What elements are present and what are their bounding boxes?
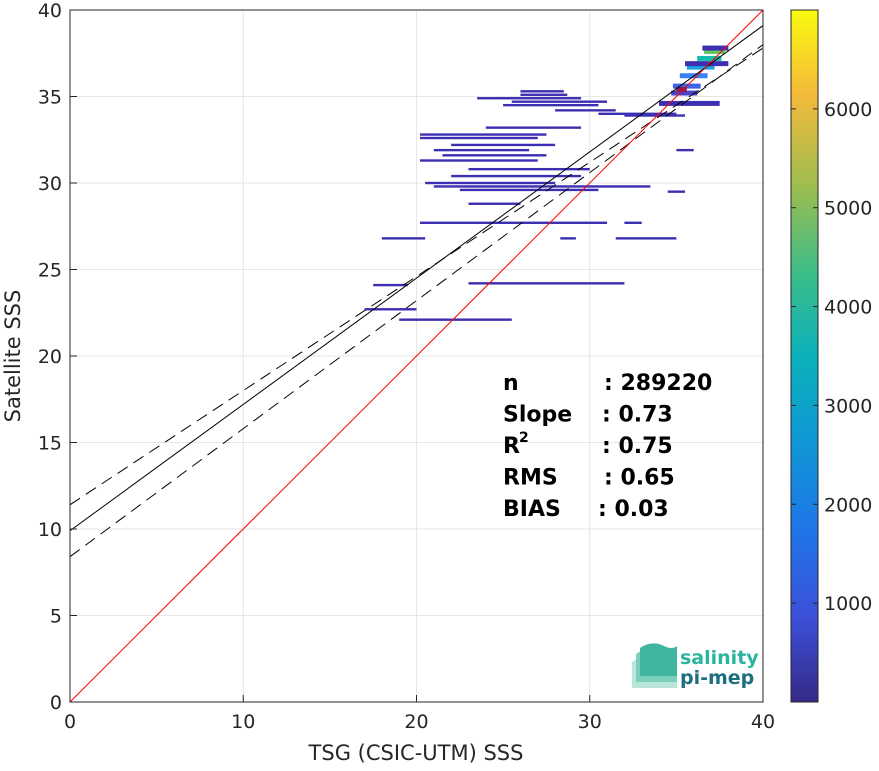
stat-label-superscript: 2 — [519, 430, 529, 446]
y-axis-ticks: 0 5 10 15 20 25 30 35 40 — [38, 0, 77, 714]
fit-lower-bound-line — [70, 44, 763, 558]
density-segment — [364, 308, 417, 311]
y-axis-label: Satellite SSS — [1, 290, 25, 423]
density-segment — [468, 202, 521, 205]
density-segment — [419, 136, 538, 140]
stat-label: R — [503, 434, 520, 459]
colorbar-ticks: 1000 2000 3000 4000 5000 6000 — [791, 99, 872, 615]
stat-value: : 0.75 — [602, 434, 673, 459]
density-segment — [468, 167, 590, 171]
density-segment — [520, 93, 568, 96]
stats-box: n : 289220 Slope : 0.73 R 2 : 0.75 RMS : 0.65 BIA… — [503, 371, 712, 522]
density-segment — [399, 318, 512, 321]
density-segment — [485, 126, 582, 129]
colorbar-tick-label: 5000 — [824, 198, 872, 220]
colorbar-tick-label: 1000 — [824, 593, 872, 615]
density-core-cell — [686, 64, 715, 70]
stat-label: Slope — [503, 403, 572, 428]
density-core-cell — [704, 49, 725, 55]
density-segment — [598, 112, 677, 115]
stat-label: RMS — [503, 466, 558, 491]
logo-line2: pi-mep — [680, 667, 754, 689]
colorbar-tick-label: 4000 — [824, 297, 872, 319]
stat-label: BIAS — [503, 497, 561, 522]
density-segment — [503, 103, 599, 107]
density-segment — [381, 237, 426, 240]
colorbar-tick-label: 3000 — [824, 395, 872, 417]
density-core-cell — [671, 90, 698, 96]
density-segment — [425, 181, 556, 185]
density-segment — [459, 188, 599, 192]
stat-value: : 0.65 — [604, 466, 675, 491]
x-tick-label: 30 — [578, 711, 602, 733]
density-core-cell — [685, 61, 729, 67]
density-segment — [560, 237, 576, 240]
y-tick-label: 15 — [38, 433, 62, 455]
density-segment — [419, 133, 547, 136]
density-cells — [364, 45, 729, 321]
density-segment — [615, 237, 677, 240]
colorbar-tick-label: 6000 — [824, 99, 872, 121]
y-tick-label: 25 — [38, 260, 62, 282]
fit-line — [70, 25, 763, 532]
x-tick-label: 10 — [231, 711, 255, 733]
y-tick-label: 20 — [38, 346, 62, 368]
density-core-cell — [676, 87, 687, 93]
density-segment — [433, 148, 530, 152]
density-segment — [555, 109, 616, 112]
waves-icon — [632, 643, 677, 688]
density-segment — [419, 159, 538, 162]
density-segment — [676, 148, 694, 152]
density-segment — [442, 154, 547, 157]
y-tick-label: 0 — [50, 692, 62, 714]
density-core-cell — [702, 45, 729, 51]
fit-upper-bound-line — [70, 47, 763, 506]
x-tick-label: 20 — [404, 711, 428, 733]
y-tick-label: 10 — [38, 519, 62, 541]
density-segment — [373, 283, 408, 287]
identity-line — [70, 10, 763, 702]
density-segment — [520, 90, 564, 93]
logo-line1: salinity — [680, 647, 759, 669]
y-tick-label: 5 — [50, 606, 62, 628]
x-tick-label: 0 — [64, 711, 76, 733]
salinity-pimep-logo: salinity pi-mep — [632, 643, 759, 689]
density-segment — [451, 174, 582, 178]
density-segment — [511, 100, 608, 103]
density-segment — [451, 143, 556, 147]
x-axis-label: TSG (CSIC-UTM) SSS — [308, 741, 524, 765]
y-tick-label: 35 — [38, 87, 62, 109]
density-core-cell — [697, 55, 722, 61]
density-segment — [624, 114, 686, 117]
stat-value: : 0.03 — [598, 497, 669, 522]
x-axis-ticks: 0 10 20 30 40 — [64, 695, 775, 733]
regression-lines — [70, 10, 763, 702]
stat-value: : 0.73 — [602, 403, 673, 428]
density-core-cell — [659, 100, 720, 106]
y-tick-label: 30 — [38, 173, 62, 195]
colorbar: 1000 2000 3000 4000 5000 6000 — [790, 9, 872, 703]
y-tick-label: 40 — [38, 0, 62, 22]
x-tick-label: 40 — [751, 711, 775, 733]
stat-label: n — [503, 371, 519, 396]
stat-value: : 289220 — [604, 371, 712, 396]
colorbar-gradient — [790, 9, 819, 703]
density-segment — [419, 221, 608, 224]
density-segment — [624, 221, 642, 224]
density-segment — [468, 282, 625, 285]
density-segment — [667, 190, 686, 193]
density-segment — [477, 97, 582, 100]
colorbar-tick-label: 2000 — [824, 494, 872, 516]
